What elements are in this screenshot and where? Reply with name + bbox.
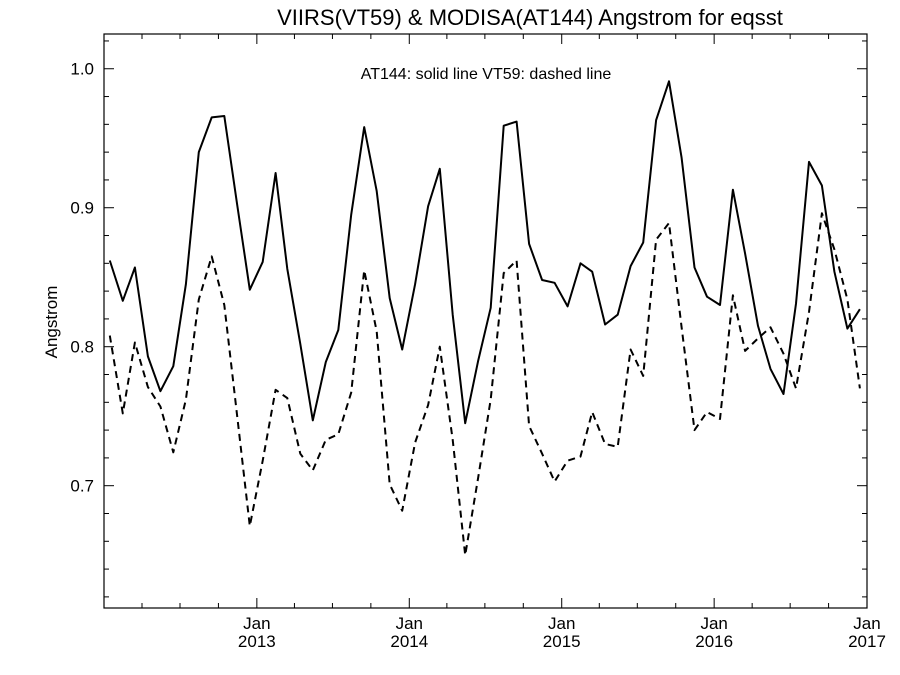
- x-tick-label-year: 2017: [848, 632, 886, 651]
- x-tick-label-year: 2016: [695, 632, 733, 651]
- x-tick-label-year: 2015: [543, 632, 581, 651]
- x-tick-label-month: Jan: [396, 614, 423, 633]
- x-tick-label-month: Jan: [700, 614, 727, 633]
- y-axis-label: Angstrom: [42, 286, 61, 359]
- plot-area-border: [103, 33, 868, 609]
- x-tick-label-month: Jan: [243, 614, 270, 633]
- x-tick-label-month: Jan: [548, 614, 575, 633]
- series-line-vt59: [108, 212, 861, 557]
- y-tick-label: 1.0: [70, 60, 94, 79]
- y-tick-label: 0.9: [70, 199, 94, 218]
- y-tick-label: 0.8: [70, 338, 94, 357]
- plot-frame: [103, 33, 868, 609]
- x-tick-label-year: 2014: [390, 632, 428, 651]
- series-layer: [108, 80, 861, 557]
- line-style-annotation: AT144: solid line VT59: dashed line: [361, 66, 612, 83]
- y-tick-label: 0.7: [70, 477, 94, 496]
- series-line-at144: [108, 80, 861, 425]
- y-axis-ticks: 0.7 0.8 0.9 1.0: [70, 40, 867, 598]
- x-tick-label-year: 2013: [238, 632, 276, 651]
- chart-title: VIIRS(VT59) & MODISA(AT144) Angstrom for…: [277, 5, 783, 30]
- x-tick-label-month: Jan: [853, 614, 880, 633]
